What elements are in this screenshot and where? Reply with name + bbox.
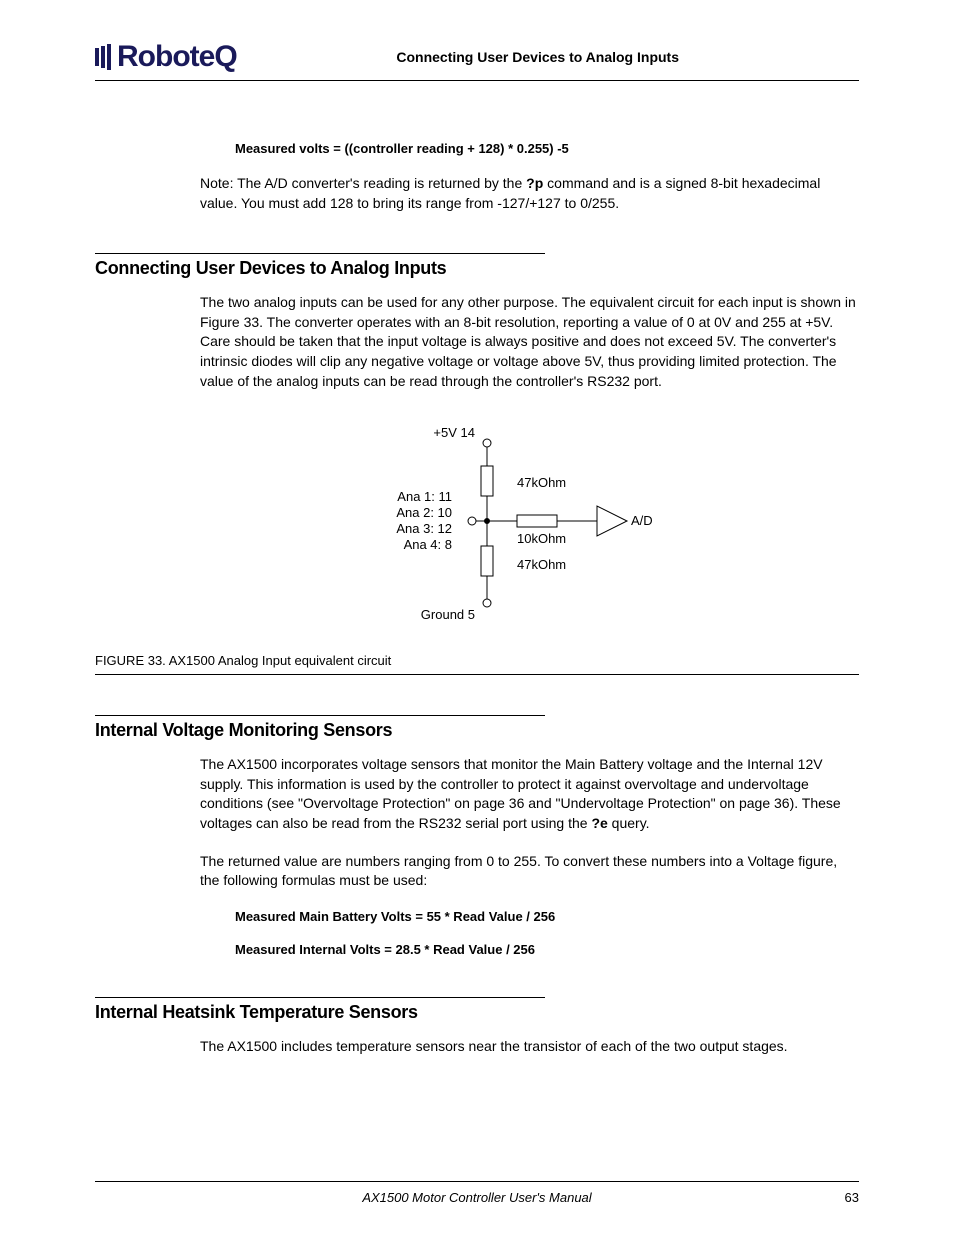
formula-internal-volts: Measured Internal Volts = 28.5 * Read Va… — [235, 942, 859, 957]
label-ana2: Ana 2: 10 — [396, 505, 452, 520]
footer-title: AX1500 Motor Controller User's Manual — [135, 1190, 819, 1205]
label-r-top: 47kOhm — [517, 475, 566, 490]
logo-bars-icon — [95, 44, 113, 70]
section-body-voltage-2: The returned value are numbers ranging f… — [200, 852, 859, 891]
voltage-body-cmd: ?e — [591, 815, 607, 831]
label-ground: Ground 5 — [421, 607, 475, 622]
page-header: RoboteQ Connecting User Devices to Analo… — [95, 40, 859, 81]
page-container: RoboteQ Connecting User Devices to Analo… — [0, 0, 954, 1235]
header-title: Connecting User Devices to Analog Inputs — [396, 49, 679, 65]
section-body-analog: The two analog inputs can be used for an… — [200, 293, 859, 391]
formula-measured-volts: Measured volts = ((controller reading + … — [235, 141, 859, 156]
footer-page-number: 63 — [819, 1190, 859, 1205]
logo: RoboteQ — [95, 40, 237, 74]
section-body-voltage-1: The AX1500 incorporates voltage sensors … — [200, 755, 859, 833]
section-body-temp: The AX1500 includes temperature sensors … — [200, 1037, 859, 1057]
label-ana4: Ana 4: 8 — [404, 537, 452, 552]
label-ana3: Ana 3: 12 — [396, 521, 452, 536]
voltage-body-suffix: query. — [608, 815, 650, 831]
section-heading-voltage: Internal Voltage Monitoring Sensors — [95, 715, 545, 741]
label-5v: +5V 14 — [433, 425, 475, 440]
formula-main-battery: Measured Main Battery Volts = 55 * Read … — [235, 909, 859, 924]
note-prefix: Note: The A/D converter's reading is ret… — [200, 175, 526, 191]
label-ad: A/D — [631, 513, 653, 528]
footer-spacer — [95, 1190, 135, 1205]
voltage-body-prefix: The AX1500 incorporates voltage sensors … — [200, 756, 841, 831]
label-r-series: 10kOhm — [517, 531, 566, 546]
page-footer: AX1500 Motor Controller User's Manual 63 — [95, 1181, 859, 1205]
figure-33: +5V 14 Ana 1: 11 Ana 2: 10 Ana 3: 12 Ana… — [95, 421, 859, 641]
section-heading-analog: Connecting User Devices to Analog Inputs — [95, 253, 545, 279]
note-command: ?p — [526, 175, 543, 191]
logo-text: RoboteQ — [117, 40, 237, 74]
section-heading-temp: Internal Heatsink Temperature Sensors — [95, 997, 545, 1023]
label-r-bottom: 47kOhm — [517, 557, 566, 572]
figure-caption: FIGURE 33. AX1500 Analog Input equivalen… — [95, 653, 859, 675]
note-paragraph: Note: The A/D converter's reading is ret… — [200, 174, 859, 213]
page-content: Measured volts = ((controller reading + … — [95, 141, 859, 1056]
circuit-diagram-svg: +5V 14 Ana 1: 11 Ana 2: 10 Ana 3: 12 Ana… — [227, 421, 727, 641]
label-ana1: Ana 1: 11 — [397, 489, 452, 504]
